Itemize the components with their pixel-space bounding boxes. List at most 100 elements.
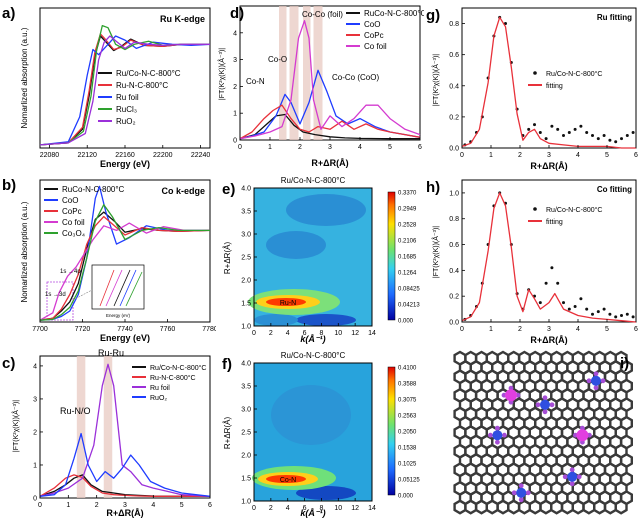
data-point <box>562 301 565 305</box>
carbon-ring <box>539 499 553 515</box>
colorbar-tick-label: 0.04213 <box>398 303 420 309</box>
cobalt-atom <box>492 430 503 441</box>
y-tick-label: 1.5 <box>241 476 251 483</box>
data-point <box>614 315 618 319</box>
x-tick-label: 2 <box>95 502 99 509</box>
series-line <box>461 16 636 149</box>
y-tick-label: 4 <box>33 363 37 370</box>
x-tick-label: 14 <box>368 330 376 337</box>
panel-f: Co-N 0 2 4 6 8 10 12 14 1.0 1.5 2.0 2.5 3.0 3.5 4.0 0.… <box>216 345 424 518</box>
legend-label: Ru/Co-N-C-800°C <box>150 364 206 372</box>
x-tick-label: 2 <box>518 152 522 159</box>
y-tick-label: 0.4 <box>449 83 459 90</box>
corner-label: Co k-edge <box>161 186 205 196</box>
x-tick-label: 5 <box>388 144 392 151</box>
x-tick-label: 3 <box>123 502 127 509</box>
x-tick-label: 4 <box>286 505 290 512</box>
y-tick-label: 0 <box>233 138 237 145</box>
highlight-band <box>313 6 323 140</box>
data-point <box>538 301 542 305</box>
legend-label: Ru/Co-N-C-800°C <box>546 206 602 214</box>
y-tick-label: 1.5 <box>241 301 251 308</box>
carbon-ring <box>474 499 488 515</box>
y-tick-label: 0.8 <box>449 216 459 223</box>
y-axis-label: R+ΔR(Å) <box>223 417 232 450</box>
y-tick-label: 0.6 <box>449 242 459 249</box>
series-line <box>39 35 210 146</box>
legend-label: RuCl₃ <box>116 105 137 114</box>
panel-a: 22080 22120 22160 22200 22240 a) Ru K-edge E… <box>0 0 216 170</box>
x-tick-label: 1 <box>489 326 493 333</box>
y-tick-label: 1.0 <box>449 190 459 197</box>
colorbar <box>387 191 396 321</box>
data-point <box>602 134 606 138</box>
y-tick-label: 2 <box>33 429 37 436</box>
colorbar-tick-label: 0.1025 <box>398 462 417 468</box>
data-point <box>631 315 635 319</box>
y-tick-label: 2.0 <box>241 453 251 460</box>
x-tick-label: 0 <box>460 326 464 333</box>
legend-label: RuO₂ <box>150 395 167 402</box>
x-tick-label: 7700 <box>32 326 48 333</box>
x-tick-label: 2 <box>269 505 273 512</box>
x-tick-label: 8 <box>319 330 323 337</box>
annotation-co-co-coo: Co-Co (CoO) <box>332 73 379 82</box>
colorbar-tick-label: 0.2563 <box>398 414 417 420</box>
x-axis-label: R+ΔR(Å) <box>530 161 567 171</box>
y-axis-label: |FT(K²χ(K))(Å⁻³)| <box>11 400 20 452</box>
x-tick-label: 0 <box>38 502 42 509</box>
x-tick-label: 8 <box>319 505 323 512</box>
panel-i: i) <box>424 346 641 518</box>
x-tick-label: 22120 <box>77 152 97 159</box>
data-point <box>567 307 571 311</box>
data-point <box>533 123 536 127</box>
data-point <box>527 127 531 131</box>
colorbar-tick-label: 0.1685 <box>398 255 417 261</box>
x-tick-label: 7760 <box>160 326 176 333</box>
legend-label: fitting <box>546 83 563 90</box>
nitrogen-atom <box>502 432 507 438</box>
plot-frame <box>39 7 211 149</box>
nitrogen-atom <box>586 378 592 384</box>
x-tick-label: 6 <box>208 502 212 509</box>
legend-label: Ru/Co-N-C-800°C <box>116 69 181 78</box>
carbon-ring <box>582 499 596 515</box>
x-tick-label: 12 <box>351 330 359 337</box>
x-tick-label: 22080 <box>40 152 60 159</box>
inset-x-label: Energy (eV) <box>106 313 131 318</box>
panel-letter: h) <box>426 179 440 196</box>
legend-label: RuO₂ <box>116 117 136 126</box>
nitrogen-atom <box>569 467 575 473</box>
x-tick-label: 0 <box>460 152 464 159</box>
colorbar-tick-label: 0.3588 <box>398 382 417 388</box>
nitrogen-atom <box>600 378 606 384</box>
data-point <box>579 297 583 301</box>
colorbar-tick-label: 0.2106 <box>398 239 417 245</box>
carbon-ring <box>560 499 575 515</box>
data-point <box>625 134 629 138</box>
carbon-ring <box>496 499 510 515</box>
inset-line-2 <box>105 269 123 307</box>
y-tick-label: 0.0 <box>449 320 459 327</box>
panel-h: 0 1 2 3 4 5 6 0.0 0.2 0.4 0.6 0.8 1.0 h) Co fitting … <box>424 172 641 346</box>
corner-label: Ru K-edge <box>160 14 205 24</box>
nitrogen-atom <box>518 497 524 503</box>
x-tick-label: 0 <box>252 330 256 337</box>
series-line <box>239 104 421 140</box>
inset-frame <box>91 264 145 310</box>
panel-letter: f) <box>222 356 232 373</box>
colorbar-tick-label: 0.4100 <box>398 366 417 372</box>
nitrogen-atom <box>488 432 493 438</box>
data-point <box>550 266 554 270</box>
x-tick-label: 6 <box>634 326 638 333</box>
data-point <box>538 130 542 134</box>
cobalt-atom <box>540 399 550 410</box>
chart-f: Co-N 0 2 4 6 8 10 12 14 1.0 1.5 2.0 2.5 3.0 3.5 4.0 0.… <box>222 351 420 518</box>
x-tick-label: 10 <box>334 505 342 512</box>
highlight-band <box>279 6 287 140</box>
colorbar-tick-label: 0.000 <box>398 494 414 500</box>
data-point <box>550 124 554 128</box>
x-tick-label: 2 <box>518 326 522 333</box>
colorbar-tick-label: 0.1538 <box>398 446 417 452</box>
nitrogen-atom <box>562 474 568 480</box>
